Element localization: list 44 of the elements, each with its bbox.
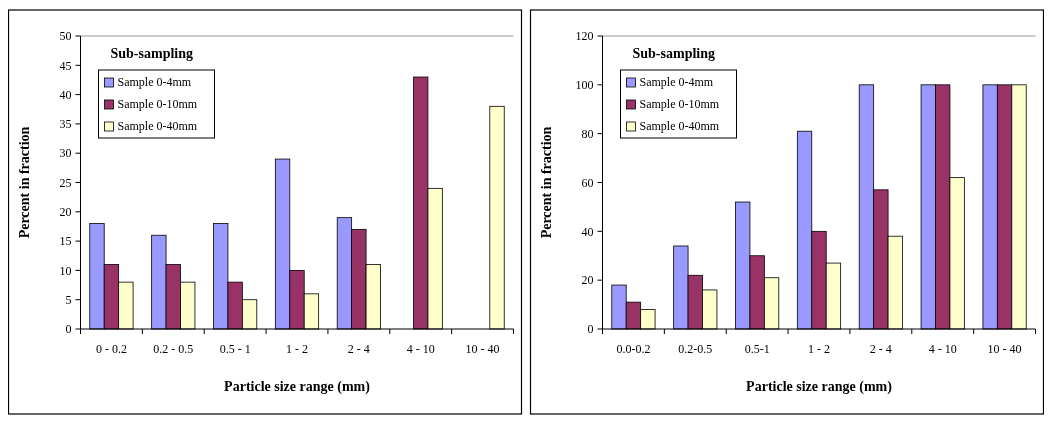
legend-label: Sample 0-40mm xyxy=(117,119,198,133)
x-tick-label: 0.5 - 1 xyxy=(219,342,251,356)
y-tick-label: 80 xyxy=(581,126,594,141)
y-tick-label: 10 xyxy=(59,263,72,278)
legend-label: Sample 0-4mm xyxy=(639,75,714,89)
x-axis-title: Particle size range (mm) xyxy=(746,379,893,395)
x-axis-title: Particle size range (mm) xyxy=(224,379,371,395)
y-tick-label: 0 xyxy=(65,322,72,337)
y-axis-title: Percent in fraction xyxy=(16,126,32,239)
y-tick-label: 45 xyxy=(59,58,72,73)
y-tick-label: 40 xyxy=(581,224,594,239)
x-tick-label: 0.5-1 xyxy=(744,342,770,356)
x-tick-label: 10 - 40 xyxy=(987,342,1022,356)
x-tick-label: 2 - 4 xyxy=(347,342,370,356)
x-tick-label: 0.2-0.5 xyxy=(678,342,713,356)
legend-label: Sample 0-10mm xyxy=(117,97,198,111)
x-tick-label: 0.0-0.2 xyxy=(616,342,651,356)
y-axis-title: Percent in fraction xyxy=(538,126,554,239)
legend-title: Sub-sampling xyxy=(632,46,715,61)
y-tick-label: 25 xyxy=(59,175,72,190)
y-tick-label: 0 xyxy=(587,322,594,337)
y-tick-label: 20 xyxy=(59,205,72,219)
x-tick-label: 2 - 4 xyxy=(869,342,892,356)
x-tick-label: 0 - 0.2 xyxy=(95,342,127,356)
y-tick-label: 30 xyxy=(59,146,72,161)
y-tick-label: 20 xyxy=(581,273,594,288)
x-tick-label: 4 - 10 xyxy=(406,342,435,356)
y-tick-label: 60 xyxy=(581,175,594,190)
y-tick-label: 100 xyxy=(575,78,594,93)
x-tick-label: 1 - 2 xyxy=(286,342,308,356)
x-tick-label: 4 - 10 xyxy=(928,342,957,356)
x-tick-label: 10 - 40 xyxy=(465,342,500,356)
y-tick-label: 40 xyxy=(59,87,72,102)
y-tick-label: 35 xyxy=(59,117,72,132)
y-tick-label: 15 xyxy=(59,234,72,249)
legend-label: Sample 0-40mm xyxy=(639,119,720,133)
y-tick-label: 50 xyxy=(59,29,72,44)
legend-title: Sub-sampling xyxy=(110,46,193,61)
x-tick-label: 1 - 2 xyxy=(808,342,830,356)
legend-label: Sample 0-4mm xyxy=(117,75,192,89)
legend-label: Sample 0-10mm xyxy=(639,97,720,111)
x-tick-label: 0.2 - 0.5 xyxy=(153,342,194,356)
y-tick-label: 120 xyxy=(575,29,594,44)
y-tick-label: 5 xyxy=(65,292,72,307)
